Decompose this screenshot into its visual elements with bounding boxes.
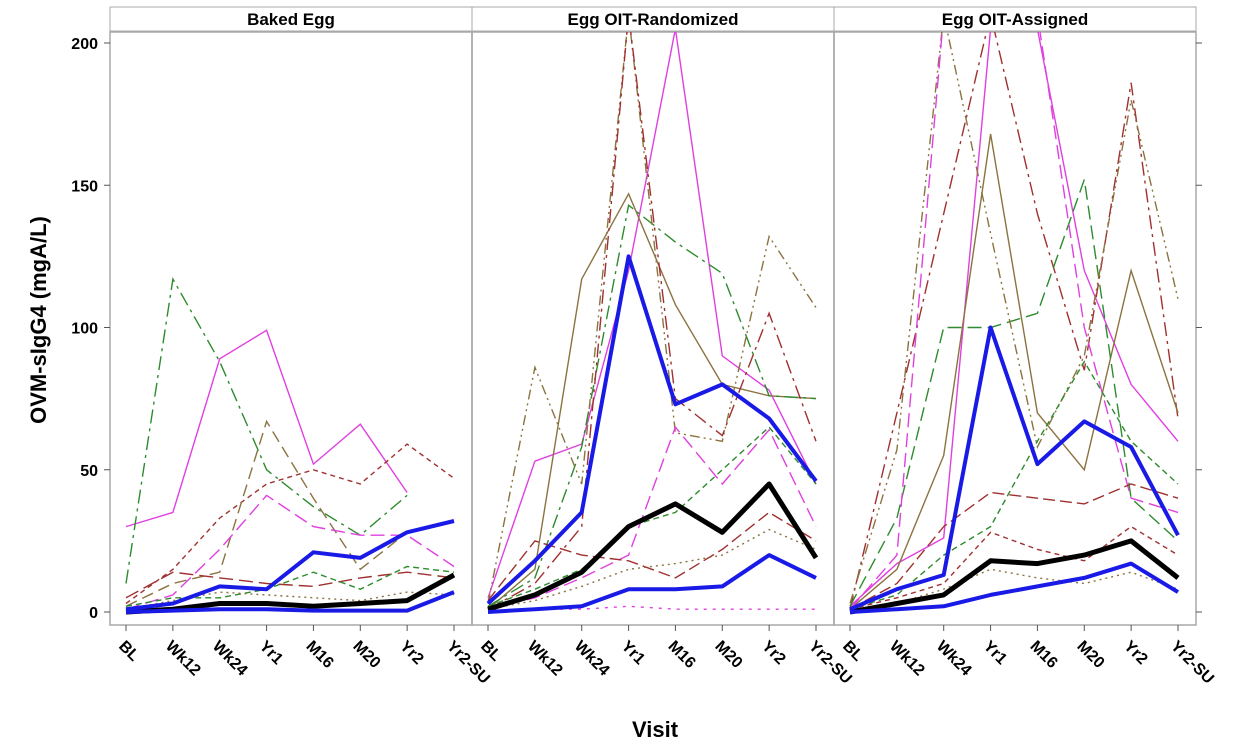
subject-line	[487, 192, 817, 610]
subject-line	[125, 565, 455, 607]
subject-line	[487, 425, 817, 610]
panel: Egg OIT-Randomized BL Wk12 Wk24 Yr1 M16 M20 Yr2…	[471, 6, 855, 688]
x-tick-label: Yr2	[396, 638, 426, 668]
subject-line	[849, 32, 1179, 610]
quartile-line	[487, 553, 817, 614]
x-tick-label: Yr2	[1120, 638, 1150, 668]
quartile-line	[849, 325, 1180, 612]
subject-line	[849, 179, 1179, 607]
subject-line	[487, 528, 817, 610]
mean-line	[849, 538, 1180, 615]
subject-line	[487, 203, 817, 607]
panel-data	[849, 32, 1180, 615]
y-tick-label: 200	[71, 36, 98, 53]
subject-line	[849, 32, 1179, 604]
panel-title: Egg OIT-Assigned	[942, 10, 1088, 29]
x-tick-label: Yr1	[980, 638, 1010, 668]
mean-line	[487, 481, 819, 612]
subject-line	[125, 277, 408, 584]
x-tick-label: Wk24	[209, 638, 251, 680]
panel-header	[109, 6, 473, 32]
subject-line	[125, 419, 408, 607]
x-tick-label: Yr1	[618, 638, 648, 668]
subject-line	[125, 443, 455, 605]
x-tick-label: Wk12	[524, 638, 566, 680]
subject-line	[849, 525, 1179, 610]
panel-title: Baked Egg	[247, 10, 335, 29]
panel-title: Egg OIT-Randomized	[568, 10, 739, 29]
quartile-line	[125, 519, 455, 612]
x-tick-label: Yr2-SU	[1167, 638, 1217, 688]
subject-line	[487, 32, 817, 599]
quartile-line	[486, 254, 818, 605]
x-tick-label: M16	[1027, 638, 1061, 672]
subject-line	[125, 571, 455, 599]
subject-line	[849, 360, 1179, 610]
panel-data	[125, 277, 456, 615]
y-tick-label: 50	[80, 463, 98, 480]
x-tick-label: M16	[665, 638, 699, 672]
x-tick-label: BL	[477, 638, 504, 665]
x-tick-label: Wk12	[886, 638, 928, 680]
y-axis-title: OVM-sIgG4 (mgA/L)	[26, 216, 51, 424]
subject-line	[849, 133, 1179, 610]
subject-line	[487, 32, 817, 610]
x-tick-label: M20	[1073, 638, 1107, 672]
x-tick-label: Wk24	[571, 638, 613, 680]
panel: Egg OIT-Assigned BL Wk12 Wk24 Yr1 M16 M20 Yr2 Yr…	[833, 6, 1217, 688]
subject-line	[849, 32, 1179, 607]
x-tick-label: BL	[839, 638, 866, 665]
x-axis-title: Visit	[632, 717, 679, 742]
y-tick-label: 0	[89, 605, 98, 622]
panel-data	[486, 32, 819, 614]
subject-line	[849, 32, 1179, 610]
x-tick-label: M16	[303, 638, 337, 672]
x-tick-label: M20	[711, 638, 745, 672]
x-tick-label: BL	[115, 638, 142, 665]
y-axis: 0 50 100 150 200	[71, 36, 1202, 622]
panel-frame	[109, 31, 473, 626]
x-tick-label: M20	[349, 638, 383, 672]
subject-line	[125, 329, 408, 528]
panel-header	[833, 6, 1197, 32]
subject-line	[849, 483, 1179, 610]
quartile-line	[849, 561, 1180, 614]
x-tick-label: Wk12	[162, 638, 204, 680]
subject-line	[487, 32, 817, 604]
subject-line	[125, 494, 455, 610]
x-tick-label: Yr1	[256, 638, 286, 668]
quartile-line	[125, 590, 455, 614]
x-tick-label: Wk24	[933, 638, 975, 680]
panel-frame	[833, 31, 1197, 626]
y-tick-label: 150	[71, 178, 98, 195]
subject-line	[487, 511, 817, 602]
x-tick-label: Yr2	[758, 638, 788, 668]
mean-line	[125, 572, 456, 615]
y-tick-label: 100	[71, 321, 98, 338]
